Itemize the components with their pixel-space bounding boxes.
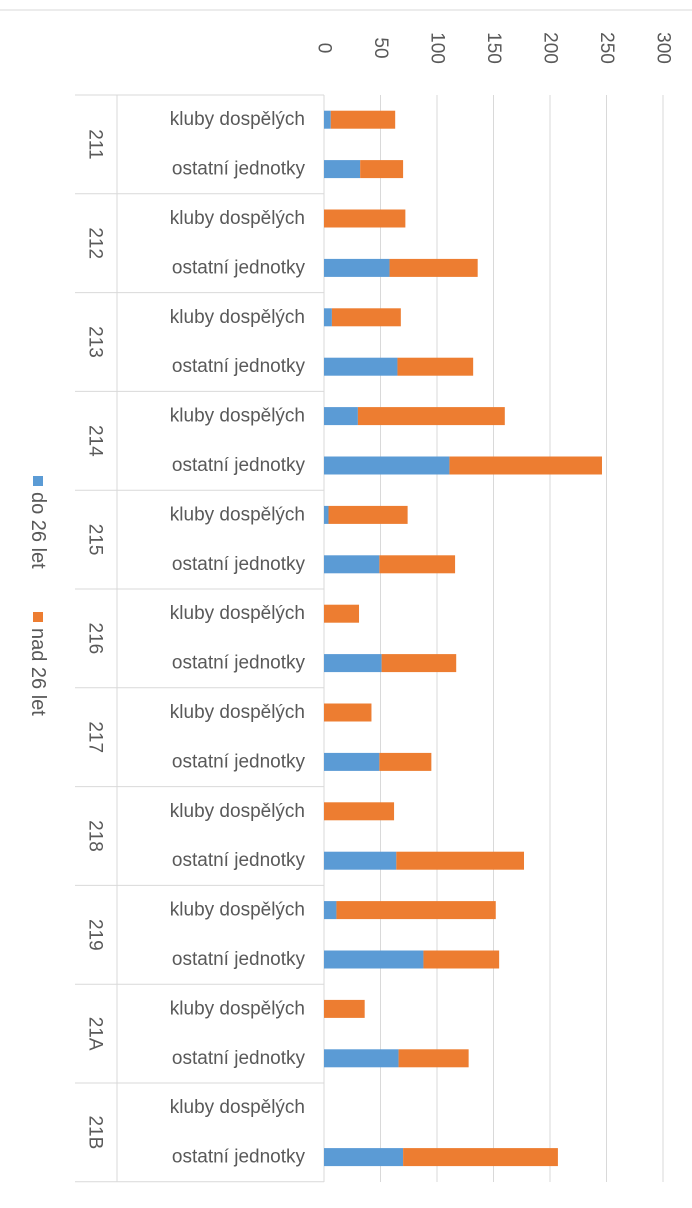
bar-do-26-let (324, 752, 380, 771)
x-tick-label: 100 (427, 32, 448, 64)
category-label: ostatní jednotky (172, 159, 306, 180)
x-tick-label: 50 (370, 37, 391, 58)
bar-do-26-let (324, 456, 450, 475)
bar-do-26-let (324, 654, 382, 673)
bar-do-26-let (324, 950, 424, 969)
x-tick-label: 0 (314, 43, 335, 54)
bar-do-26-let (324, 505, 329, 524)
legend-swatch (33, 612, 43, 622)
bar-do-26-let (324, 1049, 399, 1068)
category-label: ostatní jednotky (172, 850, 306, 871)
group-label: 212 (85, 227, 106, 259)
bar-do-26-let (324, 308, 332, 327)
bar-nad-26-let (397, 357, 474, 376)
x-axis-tick-labels: 0 50 100 150 200 250 300 (314, 32, 674, 64)
category-label: ostatní jednotky (172, 653, 306, 674)
category-label: ostatní jednotky (172, 1147, 306, 1168)
bar-nad-26-let (360, 160, 404, 179)
legend: do 26 let nad 26 let (27, 476, 49, 716)
bar-do-26-let (324, 1148, 404, 1167)
category-label: kluby dospělých (170, 406, 305, 427)
x-tick-label: 200 (540, 32, 561, 64)
group-label: 214 (85, 425, 106, 457)
category-label: kluby dospělých (170, 603, 305, 624)
bar-nad-26-let (357, 407, 505, 426)
group-label: 211 (85, 129, 106, 159)
category-label: kluby dospělých (170, 998, 305, 1019)
bar-nad-26-let (449, 456, 602, 475)
legend-label: nad 26 let (27, 628, 49, 716)
group-label: 219 (85, 919, 106, 951)
bar-nad-26-let (379, 752, 432, 771)
bar-do-26-let (324, 407, 358, 426)
category-label: kluby dospělých (170, 307, 305, 328)
bar-nad-26-let (328, 505, 408, 524)
category-label: kluby dospělých (170, 1097, 305, 1118)
group-label: 213 (85, 326, 106, 358)
category-label: kluby dospělých (170, 900, 305, 921)
category-label: ostatní jednotky (172, 949, 306, 970)
group-label: 218 (85, 820, 106, 852)
group-label: 217 (85, 721, 106, 753)
legend-label: do 26 let (27, 492, 49, 569)
category-label: kluby dospělých (170, 208, 305, 229)
group-label: 216 (85, 623, 106, 655)
category-label: ostatní jednotky (172, 554, 306, 575)
bars (324, 110, 602, 1167)
category-label: kluby dospělých (170, 801, 305, 822)
bar-nad-26-let (423, 950, 500, 969)
bar-nad-26-let (324, 604, 360, 623)
gridlines (323, 95, 664, 1182)
category-label: ostatní jednotky (172, 1048, 306, 1069)
legend-swatch (33, 476, 43, 486)
bar-nad-26-let (330, 110, 396, 129)
category-label: ostatní jednotky (172, 751, 306, 772)
bar-do-26-let (324, 258, 390, 277)
x-tick-label: 150 (483, 32, 504, 64)
bar-nad-26-let (389, 258, 478, 277)
bar-nad-26-let (398, 1049, 469, 1068)
bar-do-26-let (324, 851, 397, 870)
group-label: 21A (85, 1017, 106, 1051)
group-label: 215 (85, 524, 106, 556)
x-tick-label: 250 (596, 32, 617, 64)
bar-nad-26-let (324, 999, 365, 1018)
bar-nad-26-let (324, 209, 406, 228)
bar-do-26-let (324, 110, 331, 129)
group-labels: 211 212 213 214 215 216 217 218 219 21A 21B (85, 129, 106, 1149)
bar-do-26-let (324, 357, 398, 376)
bar-nad-26-let (379, 555, 456, 574)
bar-do-26-let (324, 160, 361, 179)
bar-do-26-let (324, 555, 380, 574)
category-label: kluby dospělých (170, 702, 305, 723)
category-label: ostatní jednotky (172, 455, 306, 476)
x-tick-label: 300 (653, 32, 674, 64)
category-label: ostatní jednotky (172, 257, 306, 278)
bar-nad-26-let (336, 901, 496, 920)
bar-nad-26-let (381, 654, 457, 673)
bar-do-26-let (324, 901, 337, 920)
bar-nad-26-let (324, 802, 395, 821)
category-label: kluby dospělých (170, 109, 305, 130)
category-label: kluby dospělých (170, 504, 305, 525)
bar-nad-26-let (403, 1148, 558, 1167)
group-label: 21B (85, 1115, 106, 1149)
category-separators (75, 94, 325, 1183)
bar-nad-26-let (324, 703, 372, 722)
bar-nad-26-let (331, 308, 401, 327)
category-label: ostatní jednotky (172, 356, 306, 377)
bar-nad-26-let (396, 851, 525, 870)
category-labels: kluby dospělých ostatní jednotky kluby dos… (170, 109, 306, 1167)
